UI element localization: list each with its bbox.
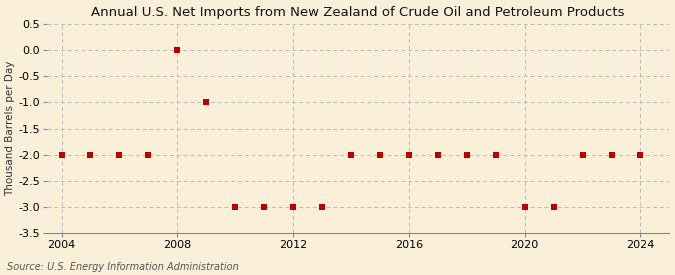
Point — [433, 153, 443, 157]
Point — [85, 153, 96, 157]
Point — [490, 153, 501, 157]
Text: Source: U.S. Energy Information Administration: Source: U.S. Energy Information Administ… — [7, 262, 238, 272]
Y-axis label: Thousand Barrels per Day: Thousand Barrels per Day — [5, 61, 16, 196]
Point — [114, 153, 125, 157]
Point — [404, 153, 414, 157]
Point — [317, 205, 327, 209]
Point — [548, 205, 559, 209]
Point — [288, 205, 298, 209]
Point — [519, 205, 530, 209]
Point — [172, 48, 183, 52]
Point — [230, 205, 240, 209]
Point — [462, 153, 472, 157]
Point — [56, 153, 67, 157]
Point — [635, 153, 646, 157]
Point — [606, 153, 617, 157]
Point — [201, 100, 212, 104]
Point — [375, 153, 385, 157]
Title: Annual U.S. Net Imports from New Zealand of Crude Oil and Petroleum Products: Annual U.S. Net Imports from New Zealand… — [92, 6, 625, 18]
Point — [346, 153, 356, 157]
Point — [577, 153, 588, 157]
Point — [143, 153, 154, 157]
Point — [259, 205, 269, 209]
